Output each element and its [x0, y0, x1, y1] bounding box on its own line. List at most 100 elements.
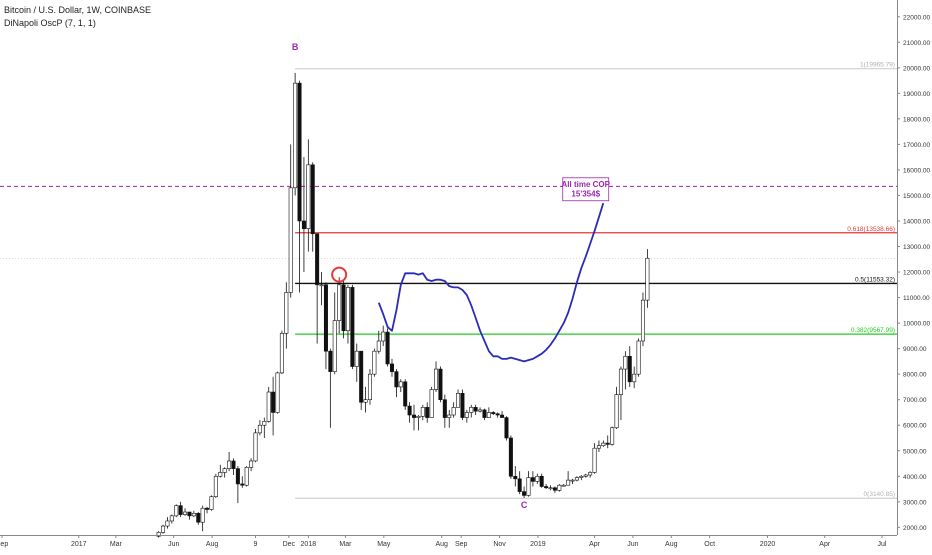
candle-body [491, 412, 496, 415]
x-tick-label: Aug [206, 541, 219, 548]
symbol-title[interactable]: Bitcoin / U.S. Dollar, 1W, COINBASE [4, 5, 152, 15]
candle-body [482, 409, 487, 418]
candle-body [253, 432, 258, 462]
x-tick-label: Mar [110, 541, 123, 548]
candle-body [530, 477, 535, 482]
y-tick-label: 13000.00 [903, 244, 930, 251]
candle-body [363, 399, 368, 403]
candle-body [566, 479, 571, 486]
candle-body [434, 368, 439, 390]
candle-body [570, 479, 575, 482]
fib-level-label: 1(19965.79) [860, 62, 895, 69]
candle-body [504, 417, 509, 439]
y-tick-label: 17000.00 [903, 142, 930, 149]
candle-body [486, 412, 491, 418]
candle-body [539, 475, 544, 487]
candle-body [416, 415, 421, 418]
y-tick-label: 16000.00 [903, 167, 930, 174]
candle-body [522, 491, 527, 496]
candle-body [222, 468, 227, 473]
y-tick-label: 19000.00 [903, 91, 930, 98]
candle-body [345, 287, 350, 332]
candle-body [478, 409, 483, 412]
candle-body [561, 484, 566, 487]
candles [156, 72, 650, 538]
y-tick-label: 8000.00 [903, 372, 927, 379]
y-tick-label: 6000.00 [903, 423, 927, 430]
candle-body [319, 284, 324, 287]
legend: Bitcoin / U.S. Dollar, 1W, COINBASE DiNa… [4, 4, 151, 30]
candle-body [456, 393, 461, 408]
candle-body [235, 468, 240, 485]
y-tick-label: 14000.00 [903, 218, 930, 225]
y-axis-bg [897, 0, 932, 550]
y-tick-label: 7000.00 [903, 397, 927, 404]
candle-body [218, 472, 223, 477]
candle-body [389, 363, 394, 372]
y-tick-label: 11000.00 [903, 295, 930, 302]
y-tick-label: 18000.00 [903, 116, 930, 123]
x-tick-label: Mar [339, 541, 352, 548]
x-tick-label: Jun [168, 541, 179, 548]
x-tick-label: Oct [704, 541, 715, 548]
candle-body [275, 372, 280, 413]
candle-body [544, 486, 549, 489]
candle-body [381, 331, 386, 342]
candle-body [552, 487, 557, 491]
candle-body [464, 412, 469, 418]
candle-body [460, 393, 465, 418]
candle-body [632, 373, 637, 383]
candle-body [601, 442, 606, 446]
y-tick-label: 21000.00 [903, 40, 930, 47]
candle-body [588, 472, 593, 476]
fib-levels: 1(19965.79) 0.618(13538.66) 0.5(11553.32) 0… [0, 62, 930, 499]
x-tick-label: Sep [0, 541, 8, 548]
y-tick-label: 2000.00 [903, 525, 927, 532]
ath-note-box [562, 177, 610, 202]
x-tick-label: Sep [455, 541, 468, 548]
candle-body [425, 407, 430, 418]
annotation-label: All time COP [562, 180, 611, 189]
candle-body [156, 532, 161, 537]
y-axis[interactable]: 2000.00 3000.00 4000.00 5000.00 6000.00 7000.… [897, 0, 932, 550]
candle-body [557, 484, 562, 491]
oscillator-line [377, 202, 605, 363]
candle-body [271, 391, 276, 413]
x-tick-label: Aug [665, 541, 678, 548]
candle-body [279, 333, 284, 374]
candle-body [469, 407, 474, 413]
x-axis[interactable]: Sep 2017 Mar Jun Aug 9 Dec 2018 Mar May Aug Sep Nov 2… [0, 535, 897, 548]
candle-body [420, 407, 425, 417]
candle-body [257, 424, 262, 434]
candle-body [205, 507, 210, 510]
y-tick-label: 10000.00 [903, 321, 930, 328]
candle-body [169, 515, 174, 522]
x-tick-label: Dec [283, 541, 296, 548]
candle-body [398, 381, 403, 388]
x-tick-label: 9 [254, 541, 258, 548]
candle-body [385, 331, 390, 365]
ath-line-group: 15354.00 [0, 180, 932, 193]
candle-body [323, 284, 328, 352]
candle-body [640, 299, 645, 342]
candle-body [315, 233, 320, 286]
candle-body [350, 287, 355, 367]
candle-body [310, 164, 315, 235]
y-tick-label: 3000.00 [903, 499, 927, 506]
candle-body [548, 487, 553, 490]
candle-body [623, 355, 628, 370]
candle-body [196, 513, 201, 523]
candle-body [284, 292, 289, 334]
x-tick-label: 2018 [301, 541, 317, 548]
candle-body [341, 284, 346, 332]
candle-body [161, 525, 166, 533]
indicator-title[interactable]: DiNapoli OscP (7, 1, 1) [4, 18, 96, 28]
x-tick-label: Jun [627, 541, 638, 548]
annotation-label: C [521, 500, 528, 510]
candle-body [165, 520, 170, 527]
candle-body [407, 405, 412, 416]
candle-body [526, 477, 531, 496]
candle-body [429, 389, 434, 418]
